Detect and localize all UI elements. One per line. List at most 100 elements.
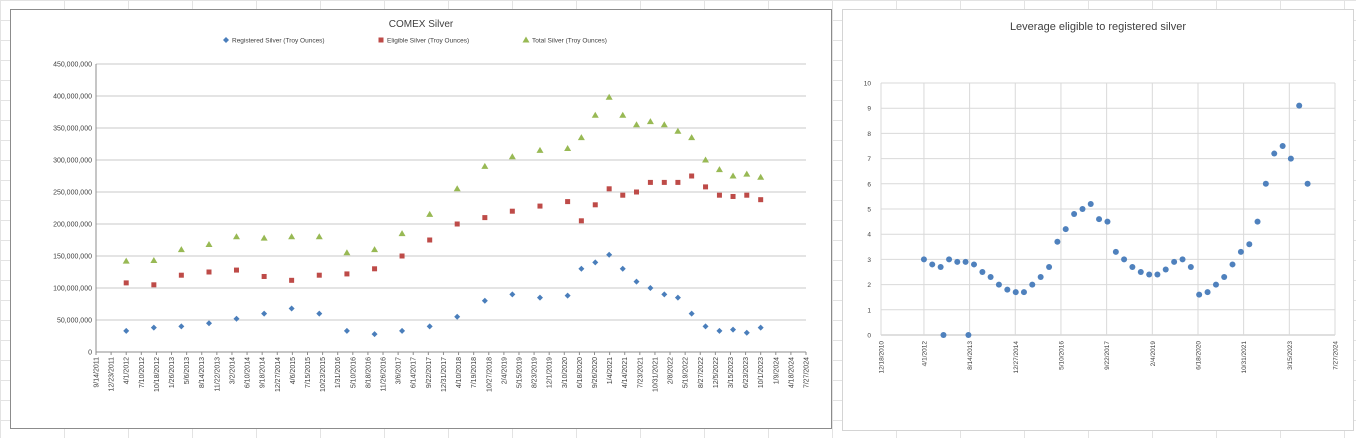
data-point — [702, 323, 709, 330]
data-point — [1129, 263, 1136, 270]
y-tick-label: 100,000,000 — [53, 286, 92, 293]
data-point — [1179, 256, 1186, 263]
y-tick-label: 4 — [867, 232, 871, 239]
x-tick-label: 4/1/2012 — [124, 357, 131, 384]
data-point — [371, 331, 378, 338]
data-point — [261, 310, 268, 317]
data-point — [1029, 281, 1036, 288]
x-tick-label: 12/18/2010 — [879, 341, 886, 374]
data-point — [482, 215, 488, 221]
y-tick-label: 350,000,000 — [53, 126, 92, 133]
data-point — [660, 121, 668, 128]
comex-silver-chart[interactable]: COMEX Silver Registered Silver (Troy Oun… — [10, 9, 832, 429]
x-tick-label: 9/22/2017 — [426, 357, 433, 388]
data-point — [232, 233, 240, 240]
data-point — [715, 166, 723, 173]
data-point — [399, 327, 406, 334]
x-tick-label: 3/15/2023 — [728, 357, 735, 388]
data-point — [481, 297, 488, 304]
data-point — [1262, 180, 1269, 187]
data-point — [315, 233, 323, 240]
data-point — [689, 173, 695, 179]
data-point — [1287, 155, 1294, 162]
data-point — [688, 310, 695, 317]
x-tick-label: 9/18/2014 — [260, 357, 267, 388]
data-point — [1104, 218, 1111, 225]
data-point — [758, 197, 764, 203]
data-point — [316, 310, 323, 317]
legend-label: Eligible Silver (Troy Ounces) — [387, 38, 469, 45]
x-tick-label: 10/18/2012 — [154, 357, 161, 392]
y-tick-label: 2 — [867, 282, 871, 289]
data-point — [620, 192, 626, 198]
x-tick-label: 2/4/2019 — [501, 357, 508, 384]
data-point — [565, 199, 571, 205]
data-point — [929, 261, 936, 268]
y-tick-label: 50,000,000 — [57, 318, 92, 325]
y-tick-label: 150,000,000 — [53, 254, 92, 261]
x-tick-label: 12/27/2014 — [1013, 341, 1020, 374]
data-point — [1171, 258, 1178, 265]
x-tick-label: 11/26/2016 — [381, 357, 388, 392]
x-tick-label: 7/27/2024 — [804, 357, 811, 388]
legend-marker — [378, 37, 384, 43]
legend-marker — [223, 37, 229, 43]
data-point — [371, 246, 379, 253]
data-point — [151, 282, 157, 288]
data-point — [592, 259, 599, 266]
data-point — [688, 134, 696, 141]
x-tick-label: 7/10/2012 — [139, 357, 146, 388]
data-point — [1296, 102, 1303, 109]
data-point — [233, 267, 239, 273]
data-point — [605, 93, 613, 100]
x-tick-label: 3/6/2017 — [396, 357, 403, 384]
data-point — [675, 179, 681, 185]
data-point — [606, 251, 613, 258]
legend-marker — [522, 36, 530, 43]
x-tick-label: 10/31/2021 — [652, 357, 659, 392]
x-tick-label: 11/22/2013 — [214, 357, 221, 392]
x-tick-label: 10/1/2023 — [758, 357, 765, 388]
y-tick-label: 10 — [864, 81, 872, 88]
data-point — [716, 327, 723, 334]
leverage-chart[interactable]: Leverage eligible to registered silver 0… — [842, 9, 1354, 431]
x-tick-label: 12/23/2011 — [109, 357, 116, 392]
data-point — [1279, 143, 1286, 149]
data-point — [633, 278, 640, 285]
data-point — [937, 263, 944, 270]
x-tick-label: 12/27/2014 — [275, 357, 282, 392]
x-tick-label: 9/14/2011 — [94, 357, 101, 388]
data-point — [674, 294, 681, 301]
data-point — [702, 156, 710, 163]
y-tick-label: 250,000,000 — [53, 190, 92, 197]
data-point — [398, 230, 406, 237]
x-tick-label: 10/31/2021 — [1241, 341, 1248, 374]
data-marks — [920, 102, 1311, 338]
data-point — [619, 265, 626, 272]
data-point — [344, 271, 350, 277]
data-point — [577, 134, 585, 141]
data-point — [343, 249, 351, 256]
y-tick-label: 0 — [88, 350, 92, 357]
data-point — [399, 253, 405, 259]
x-tick-label: 9/22/2017 — [1104, 341, 1111, 370]
x-tick-label: 5/15/2019 — [516, 357, 523, 388]
x-tick-label: 4/18/2024 — [788, 357, 795, 388]
data-point — [260, 234, 268, 241]
data-point — [592, 202, 598, 208]
data-point — [757, 324, 764, 331]
x-tick-label: 1/31/2016 — [335, 357, 342, 388]
data-point — [1037, 274, 1044, 281]
data-point — [177, 246, 185, 253]
chart-title: Leverage eligible to registered silver — [1010, 21, 1186, 33]
data-point — [150, 324, 157, 331]
data-point — [1054, 238, 1061, 245]
data-point — [1146, 271, 1153, 278]
data-point — [509, 291, 516, 298]
data-point — [1271, 150, 1278, 157]
legend: Registered Silver (Troy Ounces) Eligible … — [223, 36, 607, 45]
data-point — [123, 327, 130, 334]
data-point — [453, 185, 461, 192]
data-point — [578, 265, 585, 272]
data-point — [1304, 180, 1311, 187]
